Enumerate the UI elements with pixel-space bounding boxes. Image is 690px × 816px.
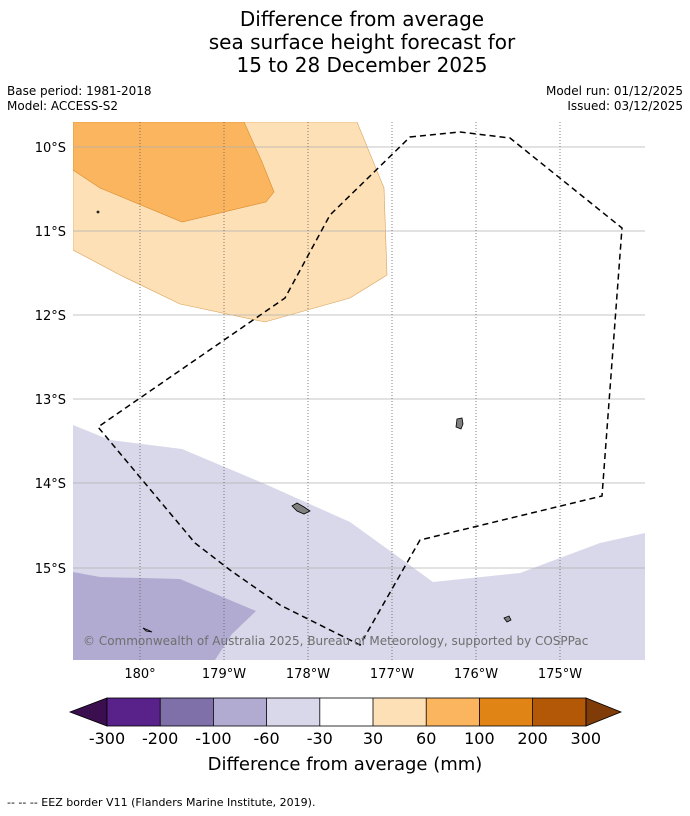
colorbar-label: -100 xyxy=(195,729,231,748)
model-name: Model: ACCESS-S2 xyxy=(7,99,119,113)
lon-label: 177°W xyxy=(370,667,414,682)
colorbar-segment xyxy=(213,698,267,726)
title-line-1: Difference from average xyxy=(239,7,485,31)
eez-legend: -- -- -- EEZ border V11 (Flanders Marine… xyxy=(7,796,316,809)
colorbar-label: 300 xyxy=(571,729,602,748)
islet-northwest xyxy=(96,210,100,214)
colorbar: -300 -200 -100 -60 -30 30 60 100 200 300… xyxy=(68,697,623,775)
colorbar-dividers xyxy=(106,697,587,727)
lon-label: 178°W xyxy=(286,667,330,682)
title-line-2: sea surface height forecast for xyxy=(208,30,516,54)
lat-label: 13°S xyxy=(35,393,66,408)
colorbar-segment xyxy=(319,698,373,726)
lon-label: 180° xyxy=(124,667,155,682)
colorbar-segment xyxy=(426,698,480,726)
colorbar-max-extension xyxy=(585,697,623,727)
colorbar-label: -200 xyxy=(142,729,178,748)
latitude-gridlines xyxy=(73,146,645,569)
latitude-labels: 10°S 11°S 12°S 13°S 14°S 15°S xyxy=(35,141,66,577)
meta-right: Model run: 01/12/2025 Issued: 03/12/2025 xyxy=(546,84,683,114)
colorbar-label: 30 xyxy=(363,729,383,748)
lat-label: 10°S xyxy=(35,141,66,156)
lon-label: 176°W xyxy=(454,667,498,682)
colorbar-segment xyxy=(160,698,214,726)
model-run: Model run: 01/12/2025 xyxy=(545,84,683,98)
title-line-3: 15 to 28 December 2025 xyxy=(236,53,488,77)
lat-label: 12°S xyxy=(35,309,66,324)
issued-date: Issued: 03/12/2025 xyxy=(567,99,683,113)
colorbar-label: -30 xyxy=(307,729,333,748)
colorbar-label: 60 xyxy=(416,729,436,748)
islet-southeast xyxy=(503,615,512,623)
colorbar-title: Difference from average (mm) xyxy=(208,754,483,775)
colorbar-segment xyxy=(107,698,161,726)
meta-left: Base period: 1981-2018 Model: ACCESS-S2 xyxy=(7,84,152,114)
island-west xyxy=(291,502,311,515)
colorbar-segment xyxy=(532,698,586,726)
eez-border xyxy=(96,131,623,646)
colorbar-label: 200 xyxy=(517,729,548,748)
colorbar-label: -60 xyxy=(254,729,280,748)
lat-label: 15°S xyxy=(35,562,66,577)
base-period: Base period: 1981-2018 xyxy=(7,84,152,98)
colorbar-segment xyxy=(373,698,427,726)
island-east xyxy=(455,417,464,430)
longitude-labels: 180° 179°W 178°W 177°W 176°W 175°W xyxy=(124,667,582,682)
colorbar-labels: -300 -200 -100 -60 -30 30 60 100 200 300 xyxy=(89,729,601,748)
anomaly-neg60-neg100-region xyxy=(73,572,256,660)
colorbar-min-extension xyxy=(68,697,108,727)
colorbar-label: -300 xyxy=(89,729,125,748)
colorbar-label: 100 xyxy=(464,729,495,748)
lat-label: 11°S xyxy=(35,225,66,240)
lon-label: 179°W xyxy=(202,667,246,682)
colorbar-segment xyxy=(266,698,320,726)
lon-label: 175°W xyxy=(538,667,582,682)
islands xyxy=(96,210,512,633)
islet-southwest xyxy=(142,627,153,633)
copyright-notice: © Commonwealth of Australia 2025, Bureau… xyxy=(83,634,588,648)
colorbar-segment xyxy=(479,698,533,726)
lat-label: 14°S xyxy=(35,477,66,492)
chart-title: Difference from average sea surface heig… xyxy=(0,8,690,77)
map-area: © Commonwealth of Australia 2025, Bureau… xyxy=(73,122,645,660)
